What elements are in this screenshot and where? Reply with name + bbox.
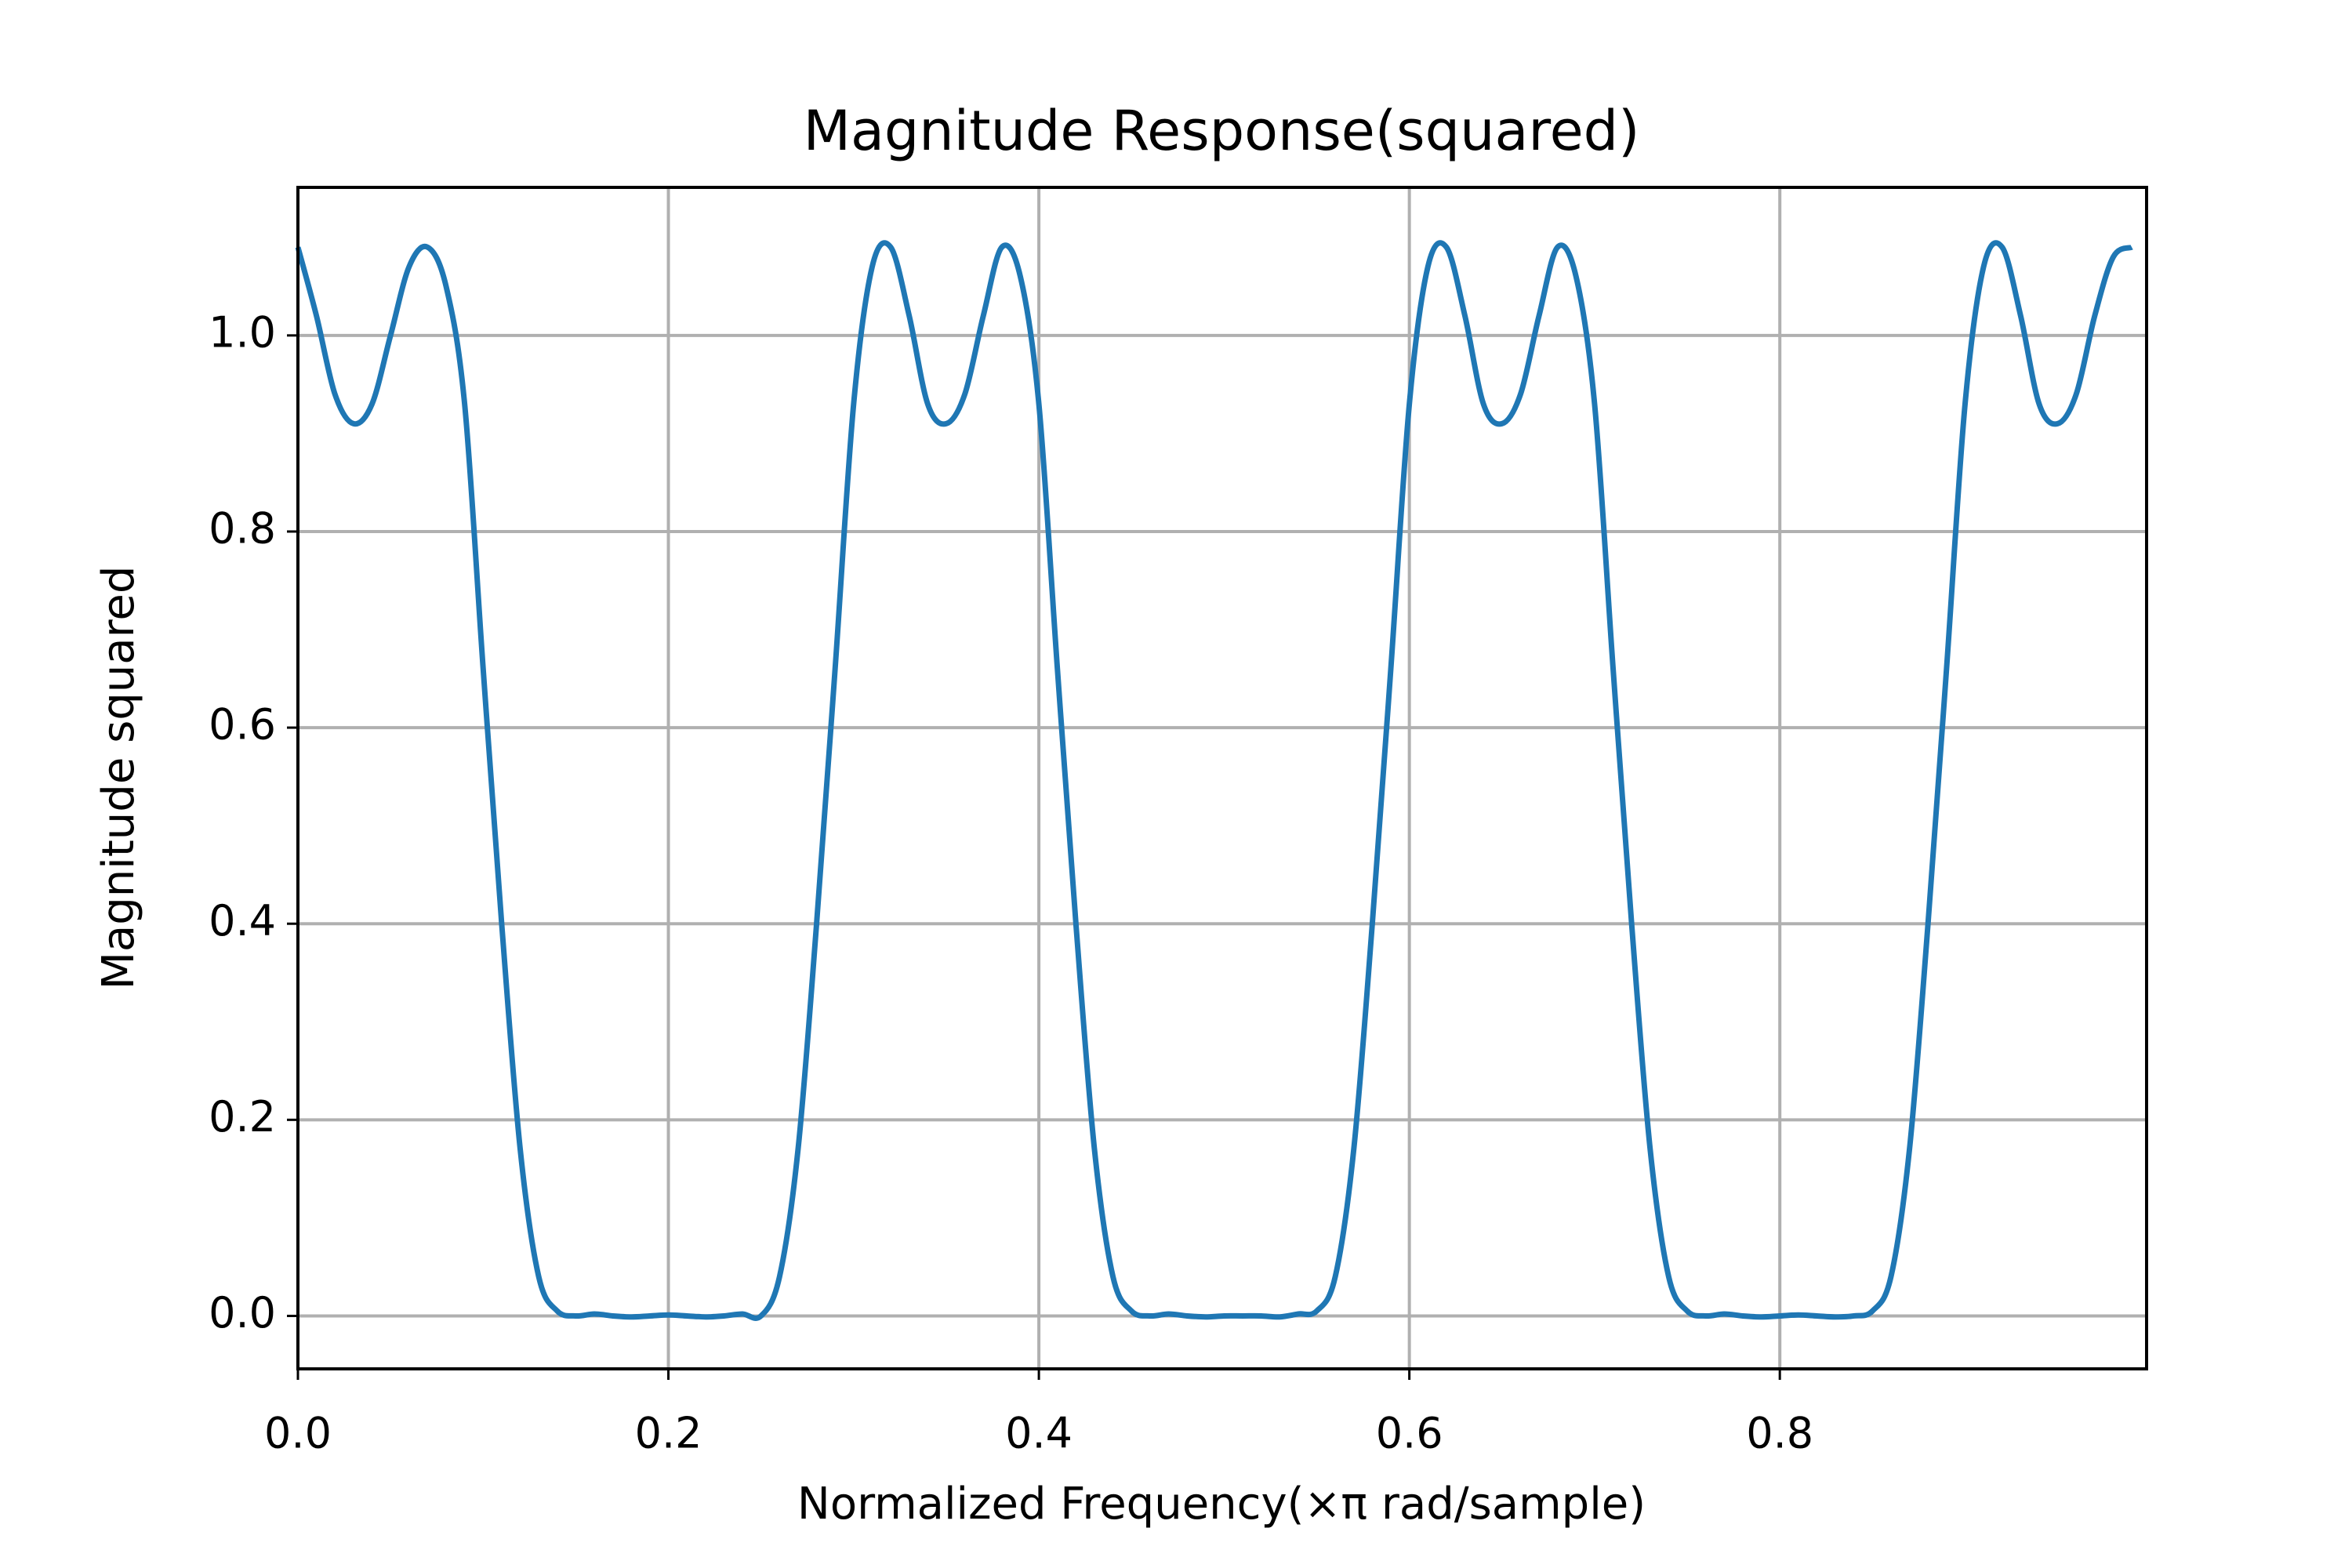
ticks: 0.0 0.2 0.4 0.6 0.8 0.0 0.2 0.4 0.6 0.8 1.0 [209, 307, 1813, 1457]
data-line [295, 240, 2133, 1321]
y-tick-label: 1.0 [209, 307, 276, 357]
y-tick-label: 0.4 [209, 896, 276, 946]
x-tick-label: 0.4 [1005, 1409, 1073, 1458]
axes-frame [296, 186, 2148, 1370]
y-tick-label: 0.6 [209, 700, 276, 750]
x-tick-label: 0.6 [1376, 1409, 1443, 1458]
x-tick-label: 0.8 [1746, 1409, 1813, 1458]
y-tick-label: 0.2 [209, 1092, 276, 1142]
y-tick-label: 0.8 [209, 504, 276, 554]
x-tick-label: 0.2 [635, 1409, 702, 1458]
y-tick-label: 0.0 [209, 1288, 276, 1338]
x-axis-label: Normalized Frequency(×π rad/sample) [797, 1479, 1646, 1530]
plot-area [295, 240, 2133, 1321]
x-tick-label: 0.0 [264, 1409, 332, 1458]
chart-title: Magnitude Response(squared) [804, 99, 1640, 163]
y-axis-label: Magnitude squared [93, 566, 144, 990]
